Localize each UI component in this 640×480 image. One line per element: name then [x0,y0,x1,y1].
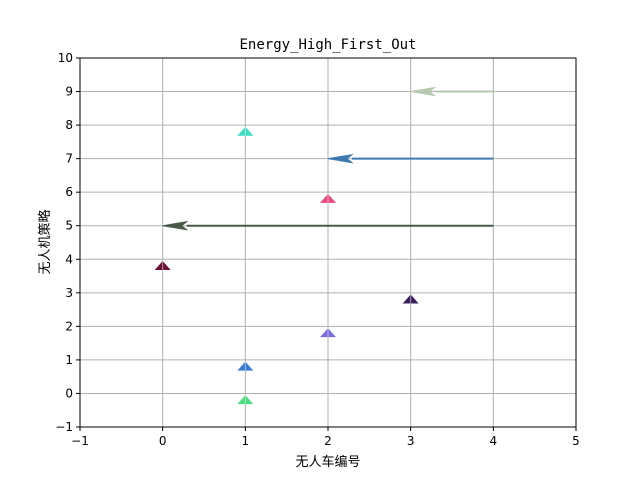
arrow-head [327,153,354,164]
x-tick-label: 5 [572,434,580,448]
chart-title: Energy_High_First_Out [239,37,416,53]
tick-layer: −1 0 1 2 3 4 5 −1 0 1 2 3 4 5 6 7 8 9 10 [55,51,580,448]
y-tick-label: 3 [65,286,73,300]
x-tick-label: 1 [242,434,250,448]
arrow-layer [162,86,494,231]
y-axis-label: 无人机策略 [37,209,53,274]
y-tick-label: 6 [65,185,73,199]
x-tick-label: −1 [71,434,89,448]
y-tick-label: 9 [65,85,73,99]
y-tick-label: 5 [65,219,73,233]
y-tick-label: 10 [58,51,73,65]
y-tick-label: 4 [65,252,73,266]
x-axis-label: 无人车编号 [295,454,360,470]
y-tick-label: 7 [65,152,73,166]
arrow-head [162,220,189,231]
y-tick-label: 0 [65,386,73,400]
x-tick-label: 3 [407,434,415,448]
y-tick-label: 2 [65,319,73,333]
x-tick-label: 4 [490,434,498,448]
y-tick-label: −1 [55,420,73,434]
x-tick-label: 2 [324,434,332,448]
x-tick-label: 0 [159,434,167,448]
arrow-head [410,86,437,97]
marker-layer [154,126,419,405]
y-tick-label: 1 [65,353,73,367]
y-tick-label: 8 [65,118,73,132]
